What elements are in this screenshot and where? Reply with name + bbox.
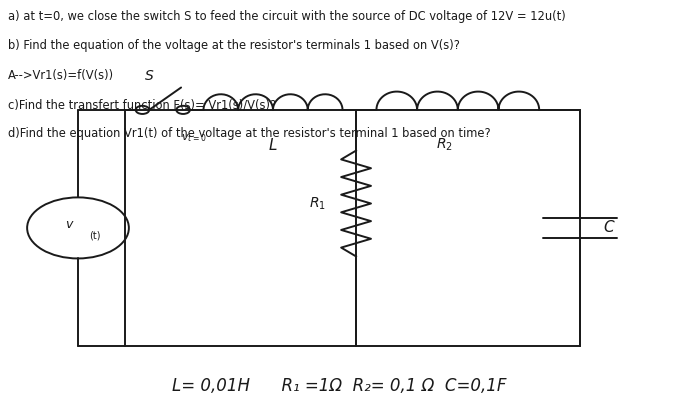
Text: $R_2$: $R_2$ — [436, 136, 453, 153]
Text: c)Find the transfert function F(s)= Vr1(s)/V(s)?: c)Find the transfert function F(s)= Vr1(… — [8, 98, 276, 111]
Text: C: C — [603, 221, 615, 235]
Text: $v_{t=0}$: $v_{t=0}$ — [181, 132, 206, 144]
Text: S: S — [145, 70, 153, 83]
Text: (t): (t) — [89, 230, 101, 240]
Text: a) at t=0, we close the switch S to feed the circuit with the source of DC volta: a) at t=0, we close the switch S to feed… — [8, 10, 566, 23]
Text: L= 0,01H      R₁ =1Ω  R₂= 0,1 Ω  C=0,1F: L= 0,01H R₁ =1Ω R₂= 0,1 Ω C=0,1F — [172, 377, 506, 395]
Text: A-->Vr1(s)=f(V(s)): A-->Vr1(s)=f(V(s)) — [8, 69, 114, 82]
Text: $R_1$: $R_1$ — [309, 195, 326, 212]
Text: L: L — [269, 138, 277, 153]
Text: v: v — [66, 218, 73, 231]
Text: b) Find the equation of the voltage at the resistor's terminals 1 based on V(s)?: b) Find the equation of the voltage at t… — [8, 39, 460, 53]
Text: d)Find the equation Vr1(t) of the voltage at the resistor's terminal 1 based on : d)Find the equation Vr1(t) of the voltag… — [8, 127, 491, 140]
